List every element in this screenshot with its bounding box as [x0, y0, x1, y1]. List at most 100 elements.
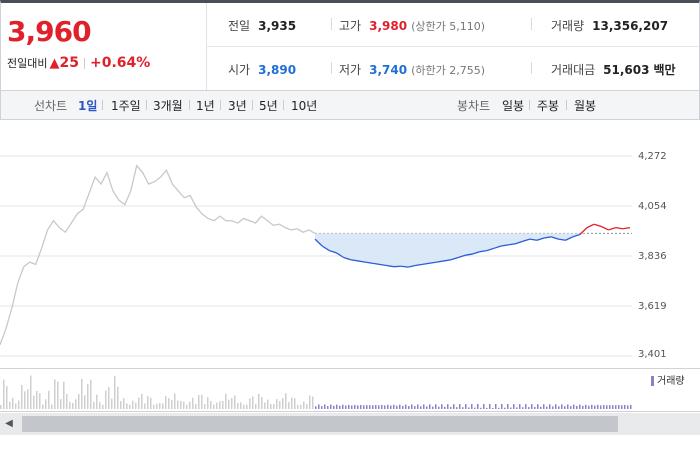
- volume-bar: [18, 400, 20, 409]
- today-line-segment: [579, 227, 588, 235]
- volume-bar: [276, 399, 278, 409]
- volume-bar: [147, 396, 149, 409]
- price-chart[interactable]: [0, 120, 700, 365]
- y-tick-label: 3,401: [638, 349, 667, 360]
- tab-1d[interactable]: 1일: [78, 99, 98, 113]
- volume-bar: [291, 397, 293, 409]
- volume-bar: [0, 405, 2, 409]
- stat-low: 저가 3,740 (하한가 2,755): [339, 61, 485, 78]
- volume-bar: [510, 407, 512, 409]
- volume-chart-svg: [0, 375, 632, 409]
- tab-daily-candle[interactable]: 일봉: [502, 99, 525, 113]
- divider: [529, 100, 530, 110]
- volume-bar: [513, 404, 515, 409]
- volume-bar: [591, 404, 593, 409]
- volume-bar: [342, 404, 344, 409]
- tab-5y[interactable]: 5년: [259, 99, 278, 113]
- stat-label: 거래량: [551, 19, 585, 33]
- volume-bar: [246, 404, 248, 409]
- volume-bar: [558, 406, 560, 409]
- volume-bar: [204, 404, 206, 409]
- volume-bar: [51, 404, 53, 409]
- volume-bar: [15, 403, 17, 409]
- today-line-segment: [501, 244, 509, 247]
- tab-1w[interactable]: 1주일: [111, 99, 141, 113]
- divider: [283, 100, 284, 110]
- volume-bar: [66, 394, 68, 409]
- volume-bar: [582, 405, 584, 409]
- volume-bar: [63, 381, 65, 409]
- volume-bar: [267, 399, 269, 409]
- volume-bar: [522, 407, 524, 409]
- divider: [83, 58, 85, 69]
- divider: [331, 62, 332, 74]
- volume-bar: [414, 406, 416, 409]
- volume-bar: [390, 405, 392, 409]
- volume-bar: [333, 405, 335, 409]
- stat-value: 3,935: [258, 19, 297, 33]
- tab-3m[interactable]: 3개월: [153, 99, 183, 113]
- volume-bar: [339, 405, 341, 409]
- volume-bar: [501, 404, 503, 409]
- volume-bar: [201, 394, 203, 409]
- volume-bar: [159, 403, 161, 409]
- tab-10y[interactable]: 10년: [291, 99, 318, 113]
- volume-bar: [162, 403, 164, 409]
- volume-bar: [471, 404, 473, 409]
- stat-value: 3,890: [258, 63, 297, 77]
- volume-bar: [528, 407, 530, 409]
- tab-monthly-candle[interactable]: 월봉: [574, 99, 597, 113]
- stat-unit: 백만: [653, 63, 676, 77]
- today-line-segment: [479, 249, 487, 253]
- volume-bar: [624, 404, 626, 409]
- volume-bar: [318, 404, 320, 409]
- today-line-segment: [543, 236, 552, 239]
- divider: [252, 100, 253, 110]
- volume-bar: [84, 395, 86, 409]
- volume-bar: [57, 381, 59, 409]
- volume-bar: [42, 404, 44, 409]
- volume-bar: [294, 398, 296, 409]
- volume-bar: [78, 393, 80, 409]
- today-line-segment: [493, 245, 502, 249]
- volume-bar: [393, 404, 395, 409]
- divider: [331, 18, 332, 30]
- scrollbar-thumb[interactable]: [22, 416, 618, 432]
- volume-bar: [597, 404, 599, 409]
- volume-bar: [429, 404, 431, 409]
- volume-bar: [396, 405, 398, 409]
- chart-scrollbar[interactable]: ◀: [0, 413, 700, 435]
- volume-bar: [585, 404, 587, 409]
- volume-bar: [387, 404, 389, 409]
- scroll-left-icon[interactable]: ◀: [5, 418, 13, 429]
- tab-1y[interactable]: 1년: [196, 99, 215, 113]
- tab-weekly-candle[interactable]: 주봉: [537, 99, 560, 113]
- volume-bar: [336, 404, 338, 409]
- today-line-segment: [429, 261, 437, 264]
- change-label: 전일대비: [7, 57, 48, 70]
- today-line-segment: [594, 223, 602, 228]
- volume-bar: [540, 406, 542, 409]
- change-row: 전일대비 ▲25 +0.64%: [7, 55, 150, 71]
- volume-bar: [321, 406, 323, 409]
- volume-bar: [222, 400, 224, 409]
- volume-bar: [492, 407, 494, 409]
- upper-limit: (상한가 5,110): [411, 20, 485, 33]
- volume-bar: [174, 393, 176, 409]
- volume-bar: [93, 401, 95, 409]
- stat-value: 3,740: [369, 63, 408, 77]
- stat-prev-close: 전일 3,935: [228, 17, 296, 34]
- volume-bar: [420, 406, 422, 409]
- volume-bar: [105, 390, 107, 409]
- volume-bar: [171, 399, 173, 409]
- divider: [531, 18, 532, 30]
- volume-bar: [249, 398, 251, 409]
- volume-bar: [237, 403, 239, 409]
- volume-bar: [555, 404, 557, 409]
- volume-bar: [192, 397, 194, 409]
- volume-bar: [282, 398, 284, 409]
- tab-3y[interactable]: 3년: [228, 99, 247, 113]
- today-line-segment: [329, 249, 337, 254]
- price-chart-svg: [0, 155, 632, 357]
- candle-chart-label: 봉차트: [457, 99, 491, 113]
